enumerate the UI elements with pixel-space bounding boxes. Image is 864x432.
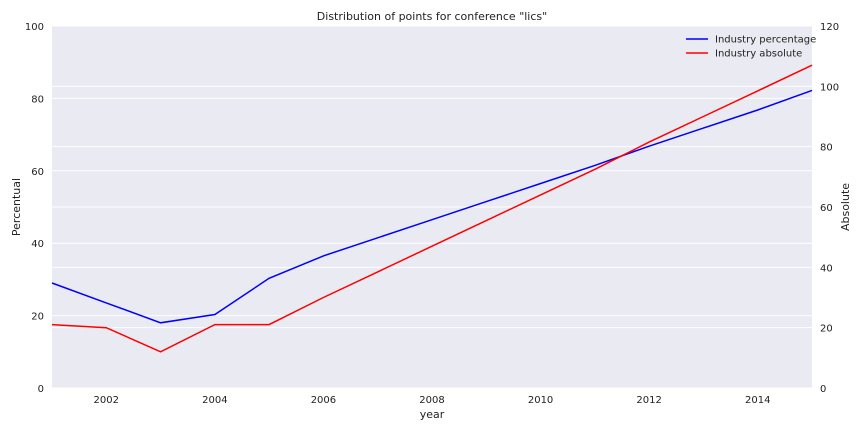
series-line-industry-percentage (51, 89, 813, 324)
right-y-tick-label: 0 (820, 384, 826, 395)
x-tick-label: 2004 (202, 395, 227, 406)
legend-label: Industry percentage (715, 35, 816, 46)
right-y-tick-label: 20 (820, 324, 833, 335)
left-y-tick-label: 0 (38, 384, 44, 395)
x-tick-label: 2014 (745, 395, 770, 406)
x-tick-label: 2006 (311, 395, 336, 406)
legend: Industry percentage Industry absolute (686, 35, 816, 60)
legend-label: Industry absolute (715, 49, 802, 60)
chart-title: Distribution of points for conference "l… (317, 10, 547, 23)
x-tick-label: 2008 (419, 395, 444, 406)
left-y-tick-label: 60 (31, 167, 44, 178)
right-y-tick-label: 120 (820, 22, 839, 33)
right-y-tick-label: 60 (820, 203, 833, 214)
left-y-tick-label: 100 (25, 22, 44, 33)
right-y-axis-label: Absolute (839, 183, 852, 231)
right-y-axis-ticks: 0 20 40 60 80 100 120 (820, 22, 839, 395)
series-line-industry-absolute (51, 64, 813, 353)
x-axis-ticks: 2002 2004 2006 2008 2010 2012 2014 (94, 395, 771, 406)
x-tick-label: 2002 (94, 395, 119, 406)
right-y-tick-label: 80 (820, 143, 833, 154)
left-y-tick-label: 40 (31, 239, 44, 250)
left-y-axis-ticks: 0 20 40 60 80 100 (25, 22, 44, 395)
left-y-tick-label: 20 (31, 312, 44, 323)
x-tick-label: 2010 (528, 395, 553, 406)
grid (52, 25, 812, 389)
right-y-tick-label: 40 (820, 263, 833, 274)
right-y-tick-label: 100 (820, 82, 839, 93)
series-layer (51, 64, 813, 353)
left-y-tick-label: 80 (31, 94, 44, 105)
x-tick-label: 2012 (636, 395, 661, 406)
left-y-axis-label: Percentual (10, 178, 23, 236)
x-axis-label: year (420, 408, 445, 421)
